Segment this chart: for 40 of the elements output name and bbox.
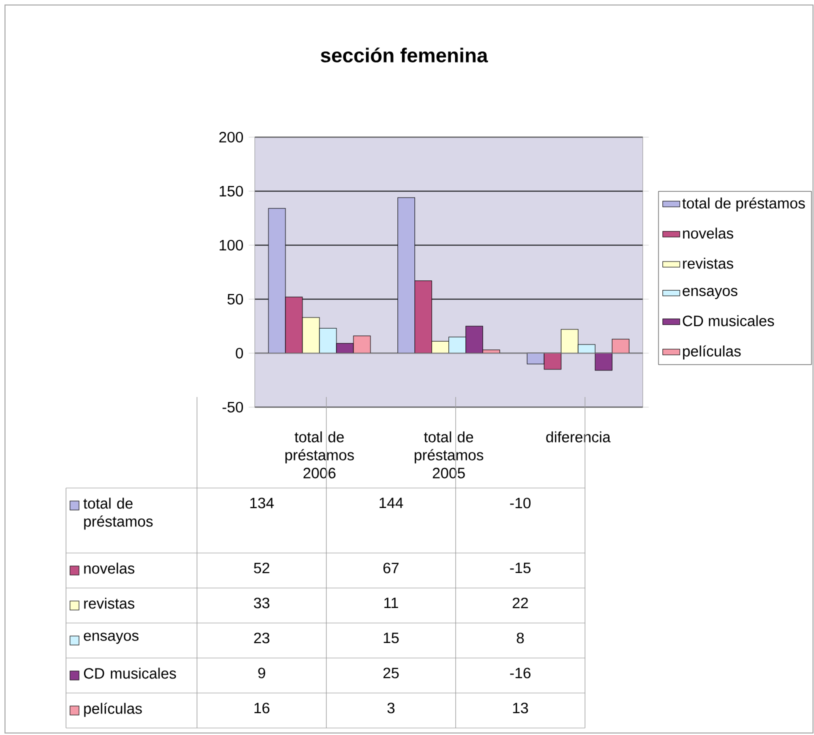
- y-tick-label: 100: [220, 240, 243, 250]
- y-tick-label: 50: [228, 294, 243, 304]
- data-label: 33: [254, 598, 270, 608]
- legend-label: total de préstamos: [682, 197, 805, 212]
- data-label: -16: [510, 668, 530, 678]
- data-label: 134: [250, 498, 274, 508]
- data-label: 16: [254, 702, 270, 714]
- data-label: 52: [254, 562, 270, 574]
- legend-label: CD musicales: [682, 315, 774, 326]
- data-label: 15: [384, 632, 399, 644]
- y-tick-label: 150: [220, 186, 243, 196]
- data-label: 13: [513, 702, 528, 714]
- y-tick-label: 0: [236, 348, 243, 358]
- text: CD musicales: [84, 668, 176, 679]
- text: novelas: [84, 562, 134, 574]
- data-label: 8: [516, 632, 524, 644]
- data-label: 22: [512, 598, 528, 608]
- data-label: 25: [383, 668, 399, 678]
- text: películas: [84, 702, 142, 717]
- y-tick-label: -50: [222, 402, 243, 412]
- data-label: 3: [387, 702, 395, 714]
- legend-label: películas: [683, 345, 741, 360]
- legend-label: novelas: [683, 228, 734, 239]
- chart-title: sección femenina: [320, 48, 488, 62]
- x-tick-label: total de préstamos 2005: [414, 431, 484, 478]
- legend-label: ensayos: [682, 288, 738, 300]
- text: total de préstamos: [83, 498, 153, 530]
- data-label: 144: [380, 498, 404, 508]
- x-tick-label: total de préstamos 2006: [285, 431, 354, 478]
- legend-label: revistas: [683, 258, 734, 269]
- y-tick-label: 200: [219, 132, 243, 142]
- text: revistas: [84, 598, 134, 609]
- data-label: 23: [254, 632, 270, 644]
- data-label: -15: [510, 562, 531, 574]
- data-label: 11: [384, 598, 398, 608]
- text: ensayos: [84, 632, 139, 644]
- data-label: -10: [510, 498, 531, 508]
- data-label: 67: [383, 562, 399, 574]
- data-label: 9: [258, 668, 266, 678]
- x-tick-label: diferencia: [546, 431, 611, 442]
